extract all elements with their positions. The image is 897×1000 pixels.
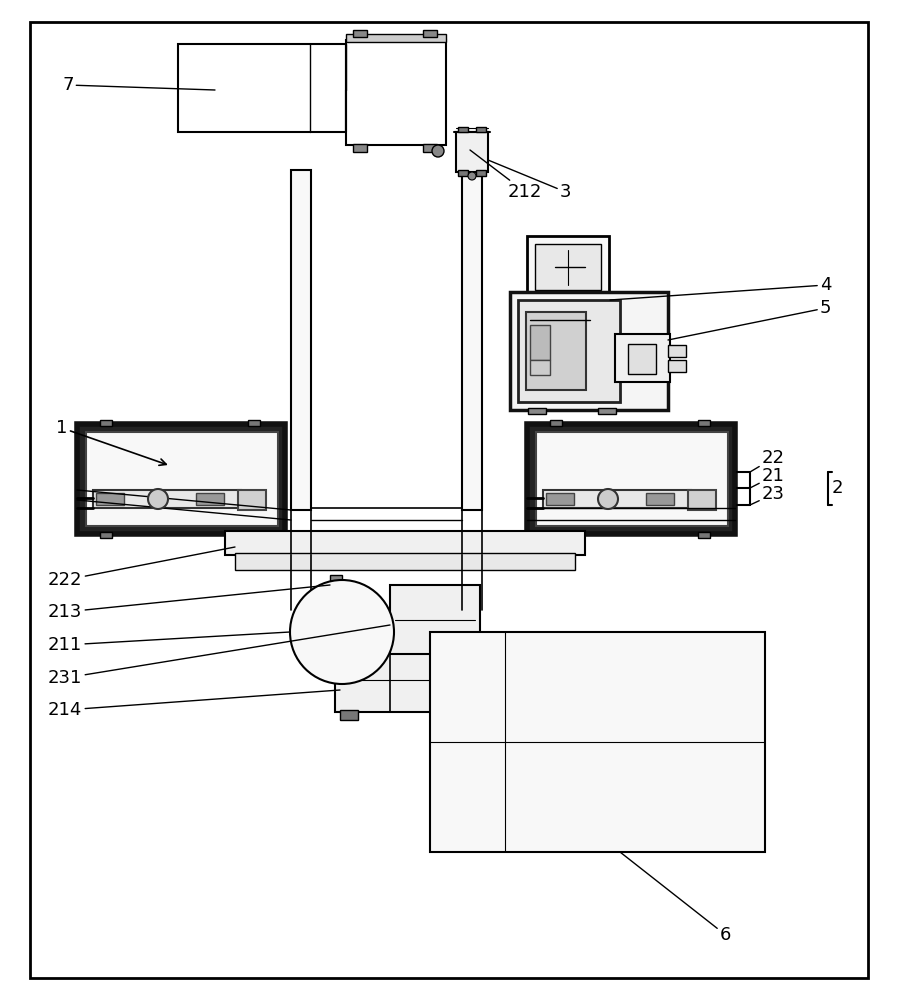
- Bar: [346, 40, 446, 145]
- Bar: [93, 490, 241, 508]
- Circle shape: [148, 489, 168, 509]
- Text: 2: 2: [832, 479, 843, 497]
- Bar: [530, 360, 550, 375]
- Circle shape: [468, 172, 476, 180]
- Bar: [476, 170, 486, 176]
- Bar: [546, 493, 574, 505]
- Bar: [458, 127, 468, 132]
- Bar: [668, 360, 686, 372]
- Bar: [77, 424, 285, 534]
- Bar: [346, 34, 446, 42]
- Circle shape: [432, 145, 444, 157]
- Bar: [340, 710, 358, 720]
- Bar: [353, 144, 367, 152]
- Bar: [526, 312, 586, 390]
- Text: 21: 21: [750, 467, 785, 488]
- Text: 231: 231: [48, 625, 390, 687]
- Bar: [430, 632, 765, 852]
- Bar: [550, 420, 562, 426]
- Bar: [423, 144, 437, 152]
- Text: 213: 213: [48, 585, 330, 621]
- Bar: [291, 170, 311, 510]
- Bar: [86, 432, 278, 526]
- Bar: [646, 493, 674, 505]
- Bar: [248, 420, 260, 426]
- Bar: [456, 132, 488, 172]
- Bar: [238, 490, 266, 510]
- Text: 4: 4: [610, 276, 832, 300]
- Bar: [462, 170, 482, 510]
- Bar: [235, 553, 575, 570]
- Bar: [698, 420, 710, 426]
- Text: 3: 3: [488, 160, 571, 201]
- Bar: [196, 493, 224, 505]
- Text: 222: 222: [48, 547, 235, 589]
- Text: 1: 1: [57, 419, 166, 465]
- Bar: [335, 654, 485, 712]
- Bar: [536, 432, 728, 526]
- Bar: [698, 532, 710, 538]
- Bar: [100, 532, 112, 538]
- Bar: [615, 334, 670, 382]
- Bar: [353, 30, 367, 37]
- Bar: [550, 532, 562, 538]
- Bar: [510, 292, 668, 410]
- Bar: [598, 408, 616, 414]
- Bar: [455, 710, 473, 720]
- Bar: [518, 300, 620, 402]
- Bar: [476, 127, 486, 132]
- Bar: [528, 408, 546, 414]
- Text: 211: 211: [48, 632, 290, 654]
- Bar: [535, 244, 601, 290]
- Text: 5: 5: [668, 299, 832, 340]
- Bar: [458, 170, 468, 176]
- Text: 22: 22: [750, 449, 785, 472]
- Bar: [423, 30, 437, 37]
- Text: 7: 7: [62, 76, 215, 94]
- Bar: [527, 236, 609, 298]
- Bar: [178, 44, 346, 132]
- Text: 212: 212: [470, 150, 543, 201]
- Text: 6: 6: [620, 852, 731, 944]
- Bar: [530, 325, 550, 360]
- Bar: [688, 490, 716, 510]
- Text: 214: 214: [48, 690, 340, 719]
- Bar: [96, 493, 124, 505]
- Bar: [100, 420, 112, 426]
- Bar: [628, 344, 656, 374]
- Bar: [527, 424, 735, 534]
- Bar: [330, 575, 342, 585]
- Bar: [543, 490, 691, 508]
- Text: 23: 23: [750, 485, 785, 505]
- Bar: [248, 532, 260, 538]
- Bar: [225, 531, 585, 555]
- Circle shape: [598, 489, 618, 509]
- Circle shape: [290, 580, 394, 684]
- Bar: [390, 585, 480, 655]
- Bar: [668, 345, 686, 357]
